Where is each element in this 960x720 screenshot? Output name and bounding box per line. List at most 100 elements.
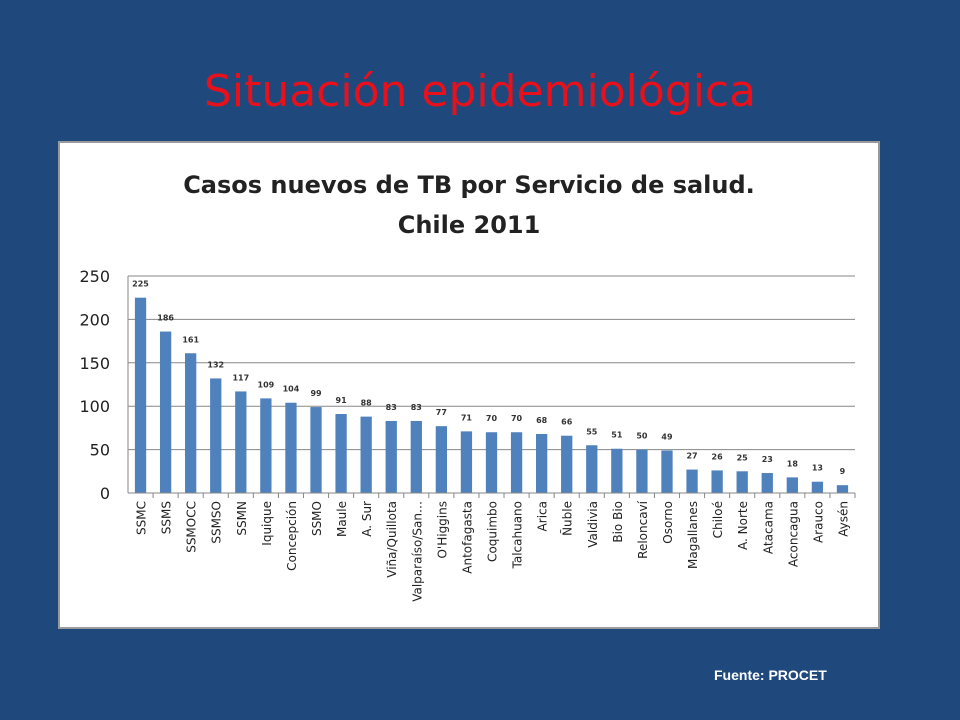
x-tick-label: Talcahuano bbox=[511, 501, 525, 570]
bar bbox=[811, 481, 824, 493]
bar bbox=[510, 432, 523, 493]
chart-title: Casos nuevos de TB por Servicio de salud… bbox=[183, 171, 755, 199]
data-label: 68 bbox=[536, 416, 548, 425]
bar bbox=[134, 297, 147, 493]
data-label: 70 bbox=[486, 414, 498, 423]
y-tick-label: 50 bbox=[90, 441, 110, 460]
x-tick-label: O'Higgins bbox=[435, 501, 449, 559]
x-tick-label: Aconcagua bbox=[786, 501, 800, 567]
bar bbox=[561, 435, 573, 493]
x-tick-label: Coquimbo bbox=[486, 501, 500, 562]
x-tick-label: SSMOCC bbox=[185, 501, 199, 553]
data-label: 18 bbox=[787, 459, 799, 468]
bar bbox=[611, 448, 623, 493]
x-tick-label: A. Norte bbox=[736, 501, 750, 550]
bar bbox=[535, 433, 548, 493]
data-label: 49 bbox=[661, 432, 673, 441]
y-axis: 0 50 100 150 200 250 bbox=[79, 267, 129, 503]
bar bbox=[836, 485, 849, 493]
bar bbox=[460, 431, 473, 493]
data-label: 25 bbox=[737, 453, 749, 462]
x-tick-label: Aysén bbox=[836, 501, 850, 537]
x-tick-label: SSMC bbox=[135, 501, 149, 535]
data-label: 161 bbox=[182, 335, 199, 344]
bar bbox=[310, 407, 322, 493]
x-tick-label: SSMS bbox=[160, 501, 174, 534]
bar bbox=[285, 402, 297, 493]
y-tick-label: 100 bbox=[79, 397, 110, 416]
x-tick-label: SSMN bbox=[235, 501, 249, 536]
bar bbox=[260, 398, 272, 493]
y-tick-label: 0 bbox=[100, 484, 110, 503]
data-labels: 225 186 161 132 117 109 104 99 91 88 83 83 77 71 70 70 6… bbox=[132, 280, 845, 476]
data-label: 186 bbox=[157, 314, 174, 323]
bar bbox=[185, 353, 197, 493]
bar bbox=[210, 378, 222, 493]
x-tick-label: A. Sur bbox=[360, 501, 374, 537]
data-label: 50 bbox=[636, 432, 648, 441]
bar-chart: Casos nuevos de TB por Servicio de salud… bbox=[79, 171, 856, 602]
x-tick-label: SSMO bbox=[310, 501, 324, 536]
bar bbox=[711, 470, 723, 493]
gridlines bbox=[128, 275, 855, 451]
data-label: 23 bbox=[762, 455, 773, 464]
data-label: 71 bbox=[461, 413, 473, 422]
chart-subtitle: Chile 2011 bbox=[398, 211, 541, 239]
bar bbox=[686, 469, 698, 493]
data-label: 13 bbox=[812, 464, 823, 473]
x-tick-label: Iquique bbox=[260, 501, 274, 546]
bar bbox=[736, 471, 748, 493]
y-tick-label: 250 bbox=[79, 267, 110, 286]
x-axis: SSMC SSMS SSMOCC SSMSO SSMN Iquique Concepción… bbox=[128, 492, 856, 602]
x-tick-label: Reloncaví bbox=[636, 500, 650, 559]
x-tick-label: Concepción bbox=[285, 501, 299, 571]
data-label: 27 bbox=[686, 452, 697, 461]
x-tick-label: Chiloé bbox=[711, 501, 725, 538]
source-note: Fuente: PROCET bbox=[714, 667, 827, 683]
y-tick-label: 200 bbox=[79, 310, 110, 329]
bar bbox=[786, 477, 798, 493]
x-tick-label: Valdivia bbox=[586, 501, 600, 548]
x-tick-label: Magallanes bbox=[686, 501, 700, 569]
data-label: 109 bbox=[258, 380, 275, 389]
data-label: 225 bbox=[132, 280, 149, 289]
data-label: 88 bbox=[361, 399, 373, 408]
bar bbox=[586, 445, 598, 493]
x-tick-label: Arica bbox=[536, 501, 550, 531]
bar bbox=[661, 450, 673, 493]
data-label: 117 bbox=[232, 373, 249, 382]
data-label: 104 bbox=[283, 385, 300, 394]
bar bbox=[360, 416, 372, 493]
x-tick-label: Osorno bbox=[661, 501, 675, 544]
data-label: 9 bbox=[840, 467, 846, 476]
data-label: 91 bbox=[336, 396, 348, 405]
bar bbox=[636, 449, 648, 493]
x-tick-label: Maule bbox=[335, 501, 349, 537]
data-label: 66 bbox=[561, 418, 573, 427]
bar bbox=[435, 426, 448, 493]
bar bbox=[485, 432, 498, 493]
chart-frame: Casos nuevos de TB por Servicio de salud… bbox=[58, 141, 880, 629]
data-label: 55 bbox=[586, 427, 598, 436]
bar bbox=[335, 414, 347, 493]
x-tick-label: Valparaíso/San… bbox=[410, 501, 424, 602]
data-label: 51 bbox=[611, 431, 623, 440]
x-tick-label: Atacama bbox=[761, 501, 775, 554]
data-label: 77 bbox=[436, 408, 447, 417]
bar bbox=[235, 391, 247, 493]
x-tick-label: Ñuble bbox=[560, 501, 575, 536]
x-tick-label: Viña/Quillota bbox=[385, 501, 399, 578]
x-tick-label: Bio Bio bbox=[611, 501, 625, 543]
data-label: 26 bbox=[712, 452, 724, 461]
data-label: 83 bbox=[386, 403, 397, 412]
data-label: 99 bbox=[310, 389, 322, 398]
data-label: 132 bbox=[207, 360, 224, 369]
bars bbox=[134, 297, 849, 493]
y-tick-label: 150 bbox=[79, 354, 110, 373]
data-label: 70 bbox=[511, 414, 523, 423]
bar bbox=[159, 331, 172, 493]
x-tick-label: Antofagasta bbox=[460, 501, 474, 574]
bar bbox=[385, 420, 397, 493]
bar bbox=[761, 473, 773, 493]
data-label: 83 bbox=[411, 403, 422, 412]
